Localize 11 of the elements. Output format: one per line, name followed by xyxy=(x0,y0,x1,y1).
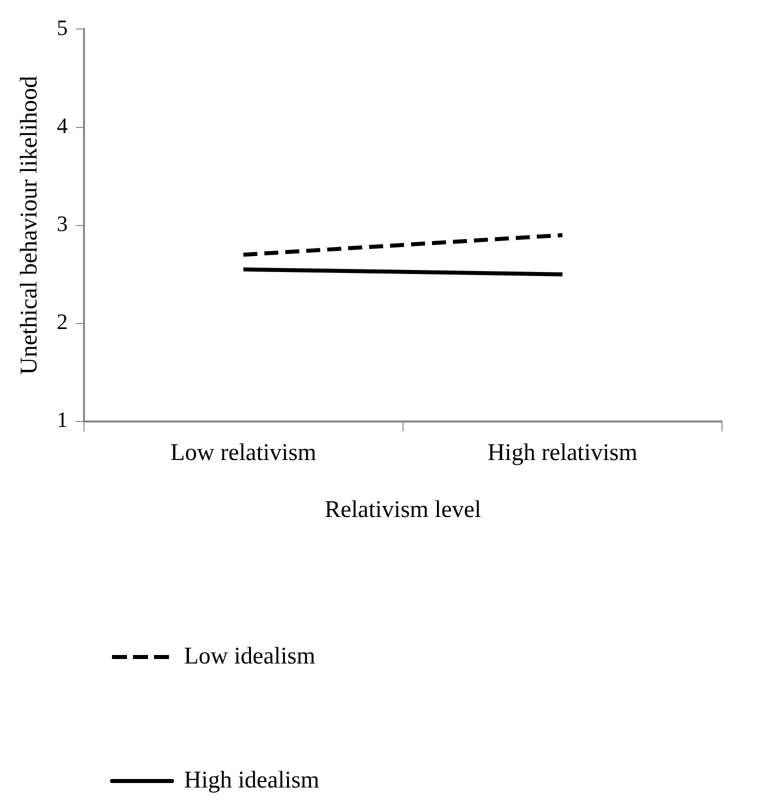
x-tick-label: High relativism xyxy=(487,440,638,466)
y-tick-label: 5 xyxy=(56,14,68,40)
legend-label: Low idealism xyxy=(184,643,316,670)
y-tick-label: 3 xyxy=(56,211,68,236)
x-tick-label: Low relativism xyxy=(170,440,317,466)
y-tick-label: 1 xyxy=(56,407,68,432)
x-axis-title: Relativism level xyxy=(324,496,482,523)
y-axis-title: Unethical behaviour likelihood xyxy=(16,76,43,375)
y-tick-label: 2 xyxy=(56,309,68,334)
y-tick-label: 4 xyxy=(56,113,68,138)
legend-label: High idealism xyxy=(184,767,320,794)
